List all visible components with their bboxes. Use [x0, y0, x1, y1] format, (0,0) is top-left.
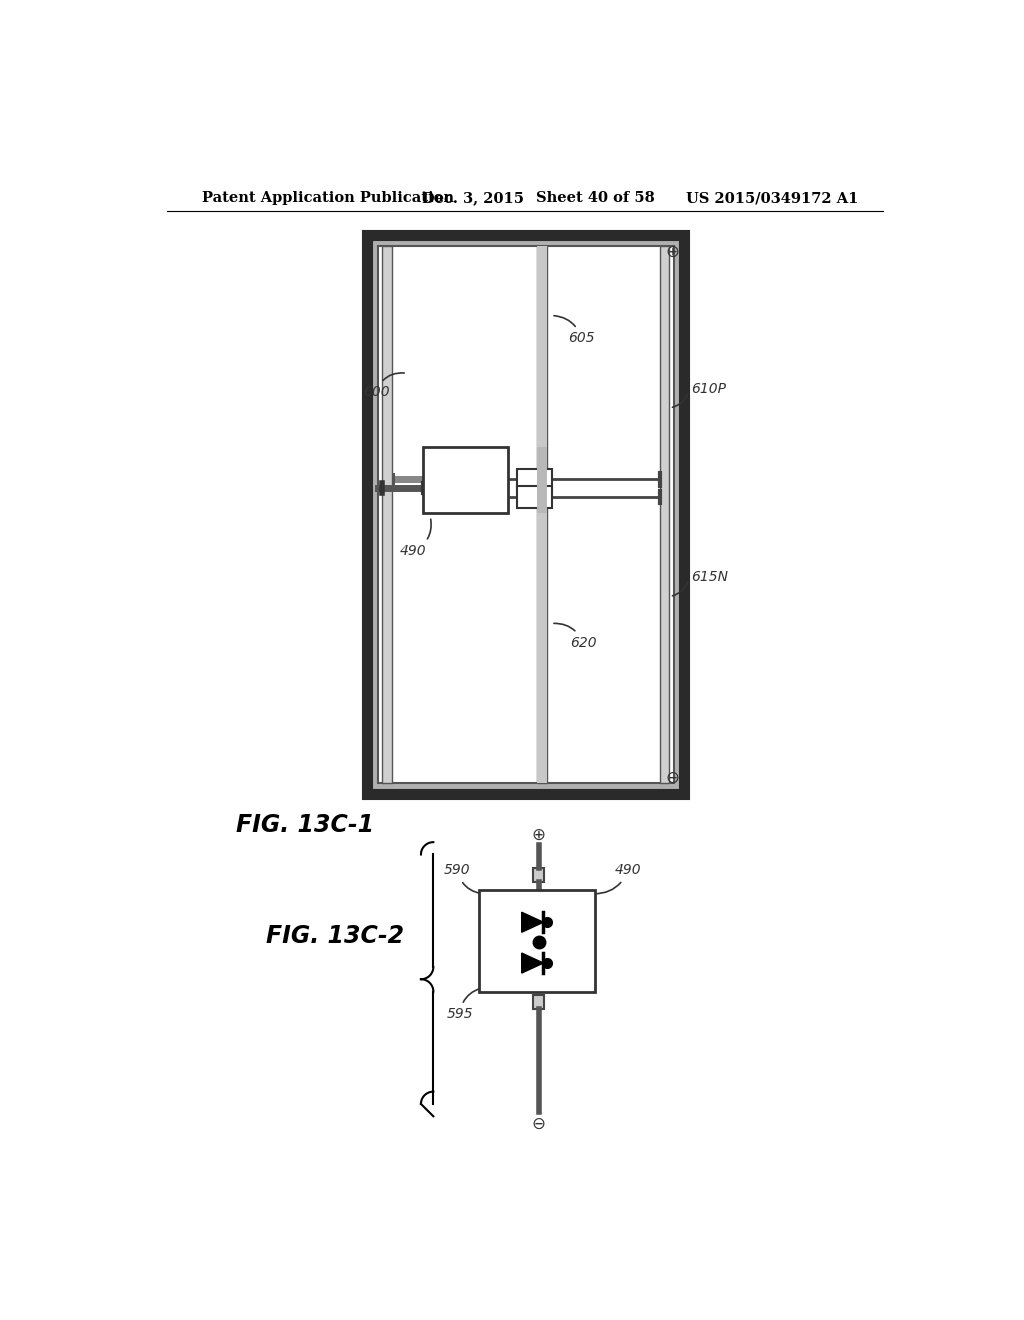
- Bar: [423, 447, 508, 512]
- Text: 600: 600: [362, 374, 404, 400]
- Bar: [517, 487, 552, 508]
- Text: 610P: 610P: [690, 381, 726, 396]
- Text: FIG. 13C-1: FIG. 13C-1: [237, 813, 375, 837]
- Bar: [538, 447, 547, 512]
- Bar: [534, 869, 544, 882]
- Bar: [538, 246, 547, 447]
- Text: US 2015/0349172 A1: US 2015/0349172 A1: [686, 191, 858, 206]
- Text: 615N: 615N: [690, 570, 728, 585]
- Text: 590: 590: [444, 863, 480, 894]
- Text: 490: 490: [594, 863, 641, 894]
- Text: ⊖: ⊖: [666, 770, 679, 787]
- Text: ⊖: ⊖: [531, 1115, 546, 1133]
- Text: ⊕: ⊕: [666, 243, 679, 261]
- Bar: [391, 474, 394, 486]
- Bar: [367, 235, 684, 793]
- Text: 490: 490: [399, 519, 431, 558]
- Bar: [538, 512, 547, 783]
- Bar: [391, 477, 423, 483]
- Text: ⊕: ⊕: [531, 825, 546, 843]
- Polygon shape: [521, 912, 544, 932]
- Text: Patent Application Publication: Patent Application Publication: [202, 191, 454, 206]
- Bar: [479, 890, 595, 991]
- Text: Dec. 3, 2015: Dec. 3, 2015: [423, 191, 524, 206]
- Text: 605: 605: [554, 315, 595, 346]
- Text: 595: 595: [446, 989, 480, 1022]
- Bar: [538, 247, 547, 783]
- Text: FIG. 13C-2: FIG. 13C-2: [266, 924, 404, 948]
- Text: 620: 620: [554, 623, 596, 649]
- Bar: [534, 995, 544, 1010]
- Bar: [659, 247, 669, 783]
- Bar: [517, 469, 552, 490]
- Bar: [382, 247, 391, 783]
- Bar: [378, 247, 674, 783]
- Polygon shape: [521, 953, 544, 973]
- Text: Sheet 40 of 58: Sheet 40 of 58: [537, 191, 655, 206]
